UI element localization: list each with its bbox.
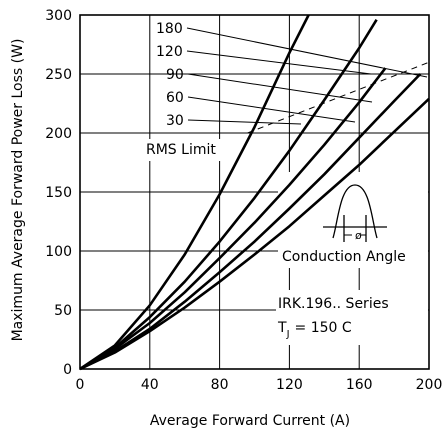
x-tick-label: 200	[416, 377, 443, 393]
curve-120	[79, 73, 422, 371]
leader-line-30	[187, 119, 302, 125]
x-tick-label: 80	[211, 377, 229, 393]
leader-line-120	[186, 50, 372, 75]
y-axis-title: Maximum Average Forward Power Loss (W)	[10, 39, 26, 342]
curve-60	[79, 19, 378, 371]
y-tick-label: 250	[45, 67, 72, 83]
x-tick-label: 160	[346, 377, 373, 393]
tj-sub: J	[286, 329, 290, 340]
series-label-180: 180	[156, 21, 183, 37]
x-tick-label: 0	[76, 377, 85, 393]
x-tick-label: 40	[141, 377, 159, 393]
rms-limit-line	[247, 61, 430, 134]
tj-label: TJ = 150 C	[277, 320, 352, 340]
tj-prefix: T	[277, 320, 287, 336]
y-tick-label: 200	[45, 126, 72, 142]
x-axis-title: Average Forward Current (A)	[150, 413, 350, 429]
rms-limit-label: RMS Limit	[146, 142, 216, 158]
series-label-30: 30	[166, 113, 184, 129]
series-info-bg	[276, 290, 428, 345]
y-tick-label: 300	[45, 8, 72, 24]
inset-bg	[278, 172, 428, 268]
conduction-angle-inset	[323, 184, 387, 242]
series-label-90: 90	[166, 67, 184, 83]
y-tick-label: 100	[45, 244, 72, 260]
conduction-angle-label: Conduction Angle	[282, 249, 406, 265]
series-label-120: 120	[156, 44, 183, 60]
tj-value: = 150 C	[295, 320, 352, 336]
curve-180	[79, 97, 430, 371]
curve-30	[79, 14, 310, 371]
leader-line-90	[187, 73, 373, 103]
series-label-60: 60	[166, 90, 184, 106]
tick-labels: 0 40 80 120 160 200 0 50 100 150 200 250 300	[45, 8, 442, 393]
series-name-label: IRK.196.. Series	[278, 296, 389, 312]
y-tick-label: 50	[54, 303, 72, 319]
plot-frame	[79, 14, 430, 370]
y-tick-label: 0	[63, 362, 72, 378]
leader-line-180	[186, 27, 428, 78]
y-tick-label: 150	[45, 185, 72, 201]
inset-sine-arc	[332, 184, 378, 239]
leader-line-60	[187, 96, 356, 123]
series-labels: 180 120 90 60 30	[156, 21, 428, 129]
rms-label-bg	[142, 139, 224, 161]
curves	[79, 14, 430, 371]
phi-label: ø	[355, 229, 362, 242]
curve-90	[79, 67, 387, 371]
x-tick-label: 120	[276, 377, 303, 393]
